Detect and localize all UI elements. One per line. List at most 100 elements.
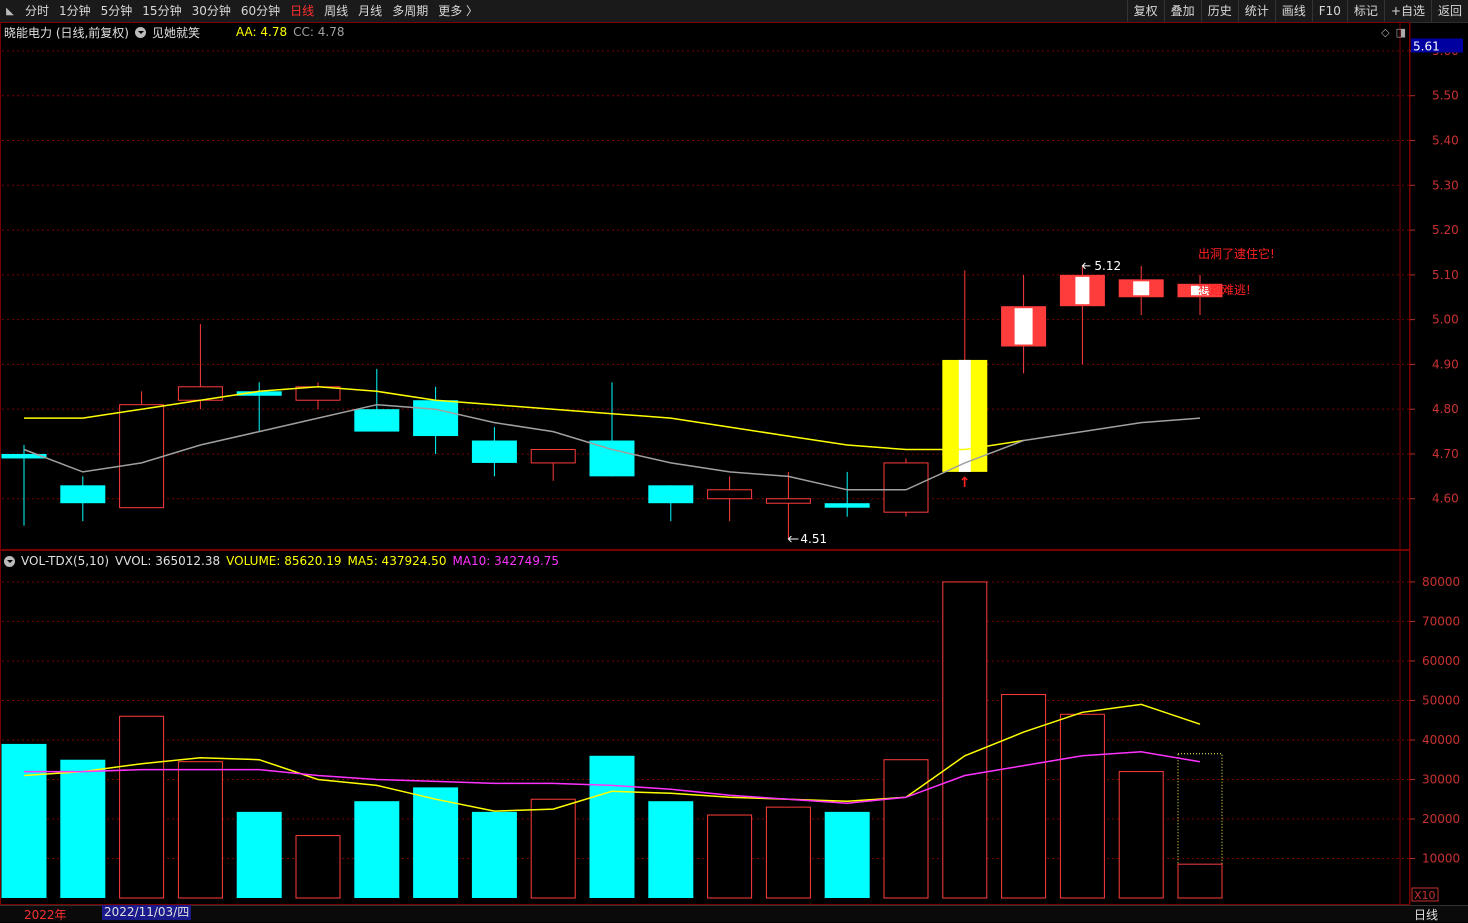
candle [295,382,341,410]
volume-bar [236,811,282,898]
candle-body-inner [1191,285,1209,296]
volume-bar [177,761,223,899]
f10-button[interactable]: F10 [1311,0,1347,22]
vvol-value: VVOL: 365012.38 [115,554,221,568]
indicator-name[interactable]: 见她就笑 [152,25,201,40]
tab-more[interactable]: 更多 〉 [438,4,479,18]
candle [60,476,106,522]
tab-monthly[interactable]: 月线 [358,4,383,18]
candle-body-inner [1133,281,1150,296]
candle [530,448,576,481]
tab-fenshi[interactable]: 分时 [25,4,50,18]
candle-body [295,386,341,401]
tab-multi-period[interactable]: 多周期 [392,4,429,18]
candle [824,471,870,517]
draw-line-button[interactable]: 画线 [1274,0,1312,22]
stock-title[interactable]: 晓能电力 (日线,前复权) [4,25,129,40]
tab-60min[interactable]: 60分钟 [240,4,281,18]
volume-bar [1059,713,1105,899]
volume-bar [1118,771,1164,899]
panel-controls: ◇ ◨ [1381,26,1406,39]
volume-bar [765,806,811,899]
ma10-value: MA10: 342749.75 [452,554,560,568]
candle-body-inner [1014,308,1033,345]
price-tick-label: 5.50 [1432,89,1459,103]
right-toolbar: 复权 叠加 历史 统计 画线 F10 标记 +自选 返回 [1126,0,1468,22]
diamond-icon[interactable]: ◇ [1381,26,1390,39]
candle [413,386,459,454]
back-button[interactable]: 返回 [1430,0,1468,22]
candle [1118,265,1164,316]
ma-yellow-line [24,386,1024,451]
corner-icon[interactable]: ◣ [6,5,14,17]
current-price-label: 5.61 [1413,39,1440,53]
tab-1min[interactable]: 1分钟 [59,4,91,18]
candle-body [354,409,400,432]
volume-bar [60,759,106,898]
volume-tick-label: 30000 [1422,772,1460,786]
candle-body [236,391,282,396]
tab-daily[interactable]: 日线 [290,4,315,18]
volume-tick-label: 50000 [1422,693,1460,707]
history-button[interactable]: 历史 [1200,0,1238,22]
volume-info-bar: VOL-TDX(5,10) VVOL: 365012.38 VOLUME: 85… [4,553,559,569]
high-arrow-icon [1081,262,1091,270]
candle [1059,265,1105,365]
volume-bar [648,801,694,898]
aa-value: AA: 4.78 [236,25,288,39]
period-label[interactable]: 日线 [1414,908,1439,922]
vol-indicator-dropdown-icon[interactable] [4,555,15,567]
candle [883,458,929,517]
candle-body [530,448,576,464]
volume-tick-label: 70000 [1422,614,1460,628]
fuquan-button[interactable]: 复权 [1126,0,1164,22]
volume-bar [1001,694,1047,899]
candle-body [1,453,47,459]
candle-body-inner [1075,276,1090,305]
buy-arrow-icon: ↑ [959,475,971,491]
volume-bar [471,811,517,898]
candle-body [471,440,517,463]
price-info-bar: 晓能电力 (日线,前复权) 见她就笑 AA: 4.78 CC: 4.78 [4,24,344,40]
indicator-dropdown-icon[interactable] [135,26,146,38]
cursor-date: 2022/11/03/四 [102,905,192,920]
volume-tick-label: 10000 [1422,851,1460,865]
overlay-button[interactable]: 叠加 [1163,0,1201,22]
volume-bar [413,787,459,898]
candle [471,427,517,477]
tab-30min[interactable]: 30分钟 [191,4,231,18]
current-price-box [1411,38,1463,53]
tab-weekly[interactable]: 周线 [324,4,349,18]
volume-value: VOLUME: 85620.19 [226,554,342,568]
volume-bar [824,811,870,898]
mark-button[interactable]: 标记 [1346,0,1384,22]
volume-bar [1,743,47,898]
unit-label: X10 [1414,889,1436,902]
price-tick-label: 5.00 [1432,313,1459,327]
candle-body [765,498,811,504]
volume-tick-label: 60000 [1422,654,1460,668]
date-axis-bar [0,905,1468,922]
panel-toggle-icon[interactable]: ◨ [1395,26,1406,39]
period-tabs: ◣ 分时 1分钟 5分钟 15分钟 30分钟 60分钟 日线 周线 月线 多周期… [0,0,483,22]
volume-tick-label: 40000 [1422,733,1460,747]
tab-5min[interactable]: 5分钟 [100,4,133,18]
candle [707,476,753,522]
candle [648,485,694,522]
vol-indicator-name[interactable]: VOL-TDX(5,10) [21,554,110,568]
stats-button[interactable]: 统计 [1237,0,1275,22]
candle [1001,274,1047,374]
add-watchlist-button[interactable]: +自选 [1383,0,1431,22]
price-tick-label: 4.60 [1432,492,1459,506]
year-label: 2022年 [24,908,67,922]
candle-body [60,485,106,504]
signal-text-2: 想跑难逃! [1198,282,1251,297]
ma-gray-line [23,403,1201,491]
price-tick-label: 5.10 [1432,268,1459,282]
candle-body [883,462,929,513]
price-tick-label: 5.40 [1432,134,1459,148]
volume-bar [530,798,576,899]
tab-15min[interactable]: 15分钟 [142,4,182,18]
candle [236,382,282,432]
